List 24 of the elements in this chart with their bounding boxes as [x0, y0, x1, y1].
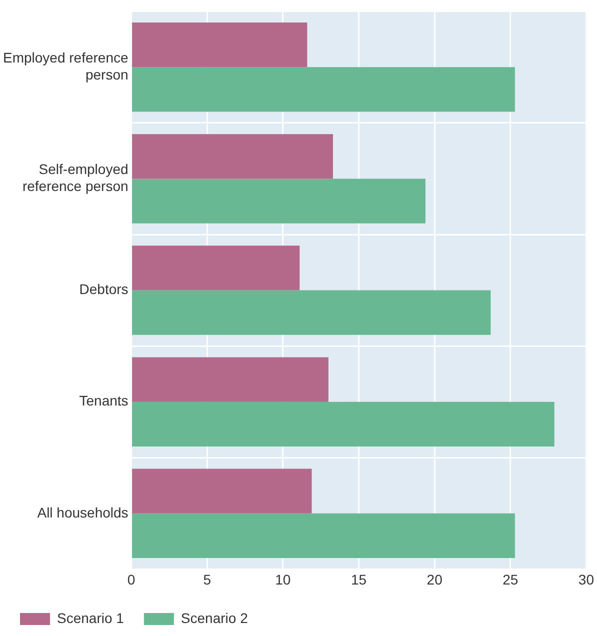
x-tick-label: 0 [127, 571, 136, 588]
bar [132, 357, 328, 402]
x-tick-label: 10 [275, 571, 291, 588]
bar [132, 468, 312, 514]
x-tick-label: 25 [502, 571, 518, 588]
bar [132, 22, 308, 68]
x-tick-label: 5 [203, 571, 212, 588]
y-tick-label: Tenants [79, 392, 128, 409]
bar [132, 402, 554, 446]
legend-label: Scenario 2 [180, 610, 248, 626]
bar [132, 67, 515, 112]
x-tick-label: 20 [426, 571, 443, 588]
bar [132, 290, 491, 335]
y-tick-label: Self-employed reference person [22, 161, 128, 194]
legend-label: Scenario 1 [57, 610, 124, 626]
bar [132, 513, 515, 558]
bar [132, 246, 300, 290]
bar [132, 178, 426, 224]
x-tick-label: 30 [578, 571, 594, 588]
y-tick-label: Debtors [79, 281, 128, 298]
y-tick-label: Employed reference person [2, 50, 128, 82]
y-tick-label: All households [37, 504, 128, 520]
bar [132, 134, 333, 179]
x-tick-label: 15 [350, 571, 367, 588]
